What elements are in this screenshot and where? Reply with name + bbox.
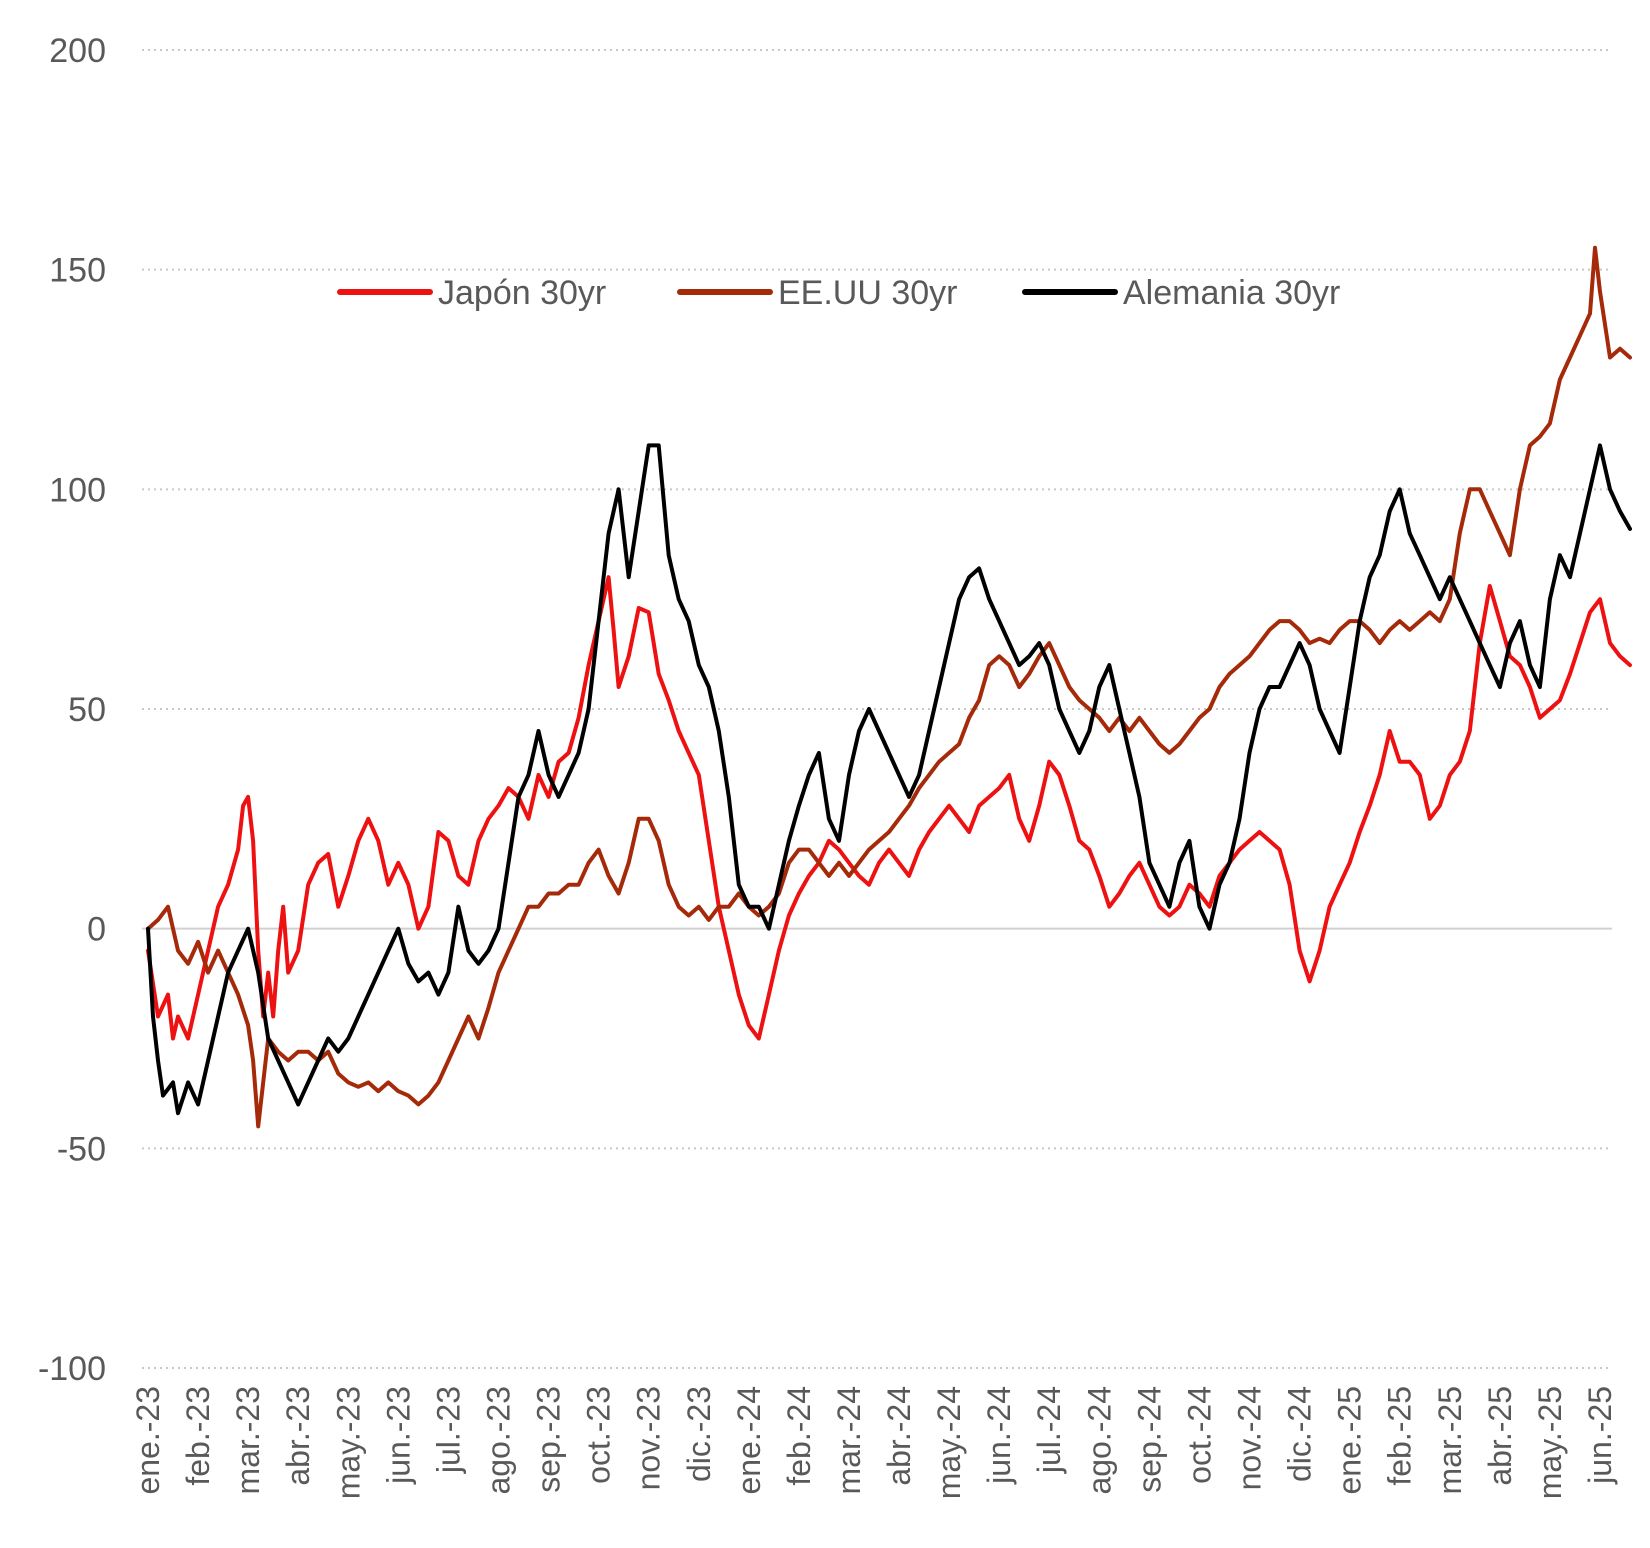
x-tick-label: mar.-23: [230, 1386, 266, 1494]
x-tick-label: may.-25: [1532, 1386, 1568, 1499]
y-tick-label: -100: [38, 1350, 106, 1388]
x-tick-label: may.-23: [330, 1386, 366, 1499]
x-tick-label: jul.-23: [430, 1386, 466, 1474]
x-tick-label: mar.-24: [831, 1386, 867, 1494]
legend-label: Alemania 30yr: [1123, 274, 1340, 312]
x-tick-label: ene.-25: [1332, 1386, 1368, 1495]
x-tick-label: abr.-24: [881, 1386, 917, 1486]
series-line-alemania-30yr: [146, 443, 1632, 1116]
x-tick-label: abr.-23: [280, 1386, 316, 1486]
x-tick-label: ago.-24: [1081, 1386, 1117, 1495]
x-tick-label: oct.-24: [1181, 1386, 1217, 1484]
legend-label: Japón 30yr: [438, 274, 606, 312]
series-line-ee-uu-30yr: [146, 245, 1632, 1129]
y-tick-label: 100: [49, 471, 106, 509]
series-line-jap-n-30yr: [146, 575, 1632, 1041]
x-tick-label: feb.-23: [180, 1386, 216, 1486]
x-tick-label: dic.-23: [681, 1386, 717, 1482]
x-tick-label: ene.-23: [130, 1386, 166, 1495]
y-tick-label: 0: [87, 911, 106, 949]
legend: Japón 30yr EE.UU 30yr Alemania 30yr: [337, 274, 1340, 312]
x-tick-label: nov.-23: [631, 1386, 667, 1490]
x-tick-label: dic.-24: [1282, 1386, 1318, 1482]
x-tick-label: jul.-24: [1031, 1386, 1067, 1474]
x-tick-label: feb.-25: [1382, 1386, 1418, 1486]
x-tick-label: nov.-24: [1232, 1386, 1268, 1490]
y-tick-label: -50: [57, 1130, 106, 1168]
x-axis-tick-labels: ene.-23 feb.-23 mar.-23 abr.-23 may.-23 jun.-…: [130, 1386, 1618, 1499]
series-lines: [146, 245, 1632, 1129]
x-tick-label: ene.-24: [731, 1386, 767, 1495]
y-tick-label: 200: [49, 32, 106, 70]
legend-label: EE.UU 30yr: [778, 274, 958, 312]
y-axis-tick-labels: 200 150 100 50 0 -50 -100: [38, 32, 106, 1388]
x-tick-label: feb.-24: [781, 1386, 817, 1486]
x-tick-label: abr.-25: [1482, 1386, 1518, 1486]
x-tick-label: may.-24: [931, 1386, 967, 1499]
x-tick-label: oct.-23: [581, 1386, 617, 1484]
x-tick-label: jun.-24: [981, 1386, 1017, 1485]
x-tick-label: ago.-23: [480, 1386, 516, 1495]
x-tick-label: mar.-25: [1432, 1386, 1468, 1494]
y-tick-label: 50: [68, 691, 106, 729]
x-tick-label: jun.-23: [380, 1386, 416, 1485]
y-tick-label: 150: [49, 252, 106, 290]
x-tick-label: jun.-25: [1582, 1386, 1618, 1485]
gridlines: [142, 49, 1612, 1369]
x-tick-label: sep.-23: [531, 1386, 567, 1493]
x-tick-label: sep.-24: [1131, 1386, 1167, 1493]
